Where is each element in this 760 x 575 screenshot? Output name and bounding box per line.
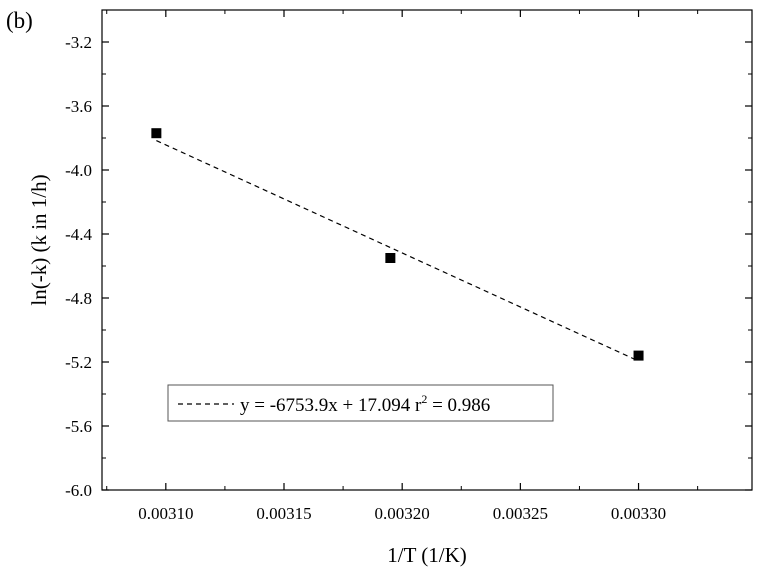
y-tick-label: -4.8 [65,289,92,308]
y-tick-label: -4.0 [65,161,92,180]
y-tick-label: -4.4 [65,225,92,244]
y-tick-label: -5.2 [65,353,92,372]
y-tick-label: -3.6 [65,97,92,116]
x-tick-label: 0.00320 [375,504,430,523]
panel-label: (b) [6,8,33,33]
legend-equation-superscript: 2 [421,392,427,406]
data-point-marker [633,350,644,361]
y-axis-title: ln(-k) (k in 1/h) [27,174,51,305]
data-points [151,128,644,361]
y-tick-label: -3.2 [65,33,92,52]
fit-line [156,140,639,362]
x-tick-label: 0.00330 [611,504,666,523]
data-point-marker [151,128,162,139]
legend-equation-tail: = 0.986 [427,395,490,416]
data-point-marker [385,253,396,263]
legend-equation: y = -6753.9x + 17.094 r2 = 0.986 [240,392,490,416]
legend: y = -6753.9x + 17.094 r2 = 0.986 [167,384,554,422]
y-tick-label: -5.6 [65,417,92,436]
plot-area-frame [101,9,753,491]
legend-box [167,384,554,422]
x-axis-title: 1/T (1/K) [387,543,467,567]
y-axis: -3.2 -3.6 -4.0 -4.4 -4.8 -5.2 -5.6 -6.0 [65,33,752,500]
x-tick-label: 0.00325 [493,504,548,523]
y-tick-label: -6.0 [65,481,92,500]
x-axis: 0.00310 0.00315 0.00320 0.00325 0.00330 [106,10,699,523]
legend-equation-main: y = -6753.9x + 17.094 r [240,395,422,416]
x-tick-label: 0.00315 [256,504,311,523]
x-tick-label: 0.00310 [138,504,193,523]
